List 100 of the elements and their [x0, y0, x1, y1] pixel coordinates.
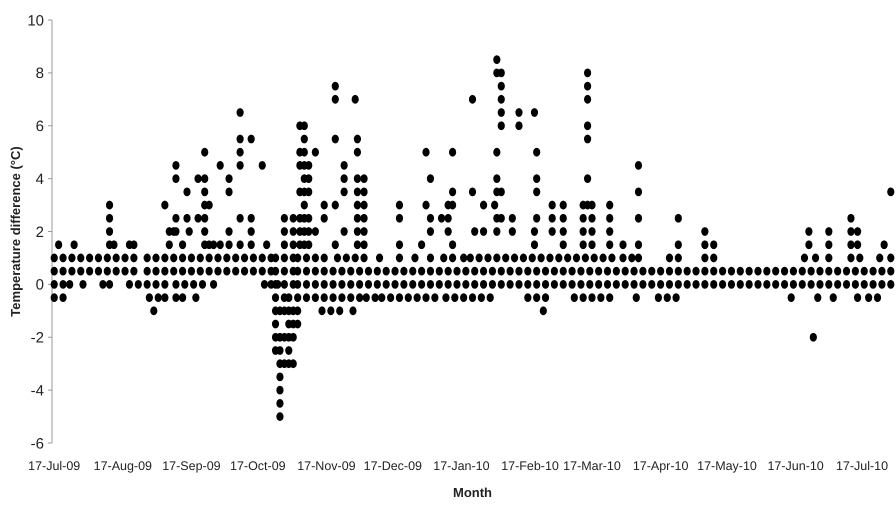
- point: [144, 254, 151, 262]
- point: [354, 227, 362, 236]
- point: [216, 161, 224, 170]
- point: [146, 293, 153, 302]
- point: [280, 254, 288, 262]
- point: [201, 214, 208, 223]
- point: [161, 280, 168, 289]
- point: [460, 254, 468, 262]
- point: [104, 254, 111, 262]
- point: [372, 293, 379, 302]
- point: [236, 214, 244, 223]
- y-tick-label: 4: [36, 170, 44, 188]
- point: [86, 254, 94, 262]
- point: [352, 94, 359, 104]
- point: [701, 227, 708, 236]
- point: [440, 254, 448, 262]
- point: [466, 254, 474, 262]
- point: [161, 254, 168, 262]
- point: [94, 266, 102, 276]
- point: [272, 293, 280, 302]
- point: [290, 240, 297, 250]
- point: [710, 240, 718, 250]
- point: [198, 280, 206, 289]
- point: [619, 254, 627, 262]
- point: [248, 214, 255, 223]
- point: [248, 134, 255, 144]
- point: [484, 254, 492, 262]
- point: [225, 174, 233, 184]
- point: [178, 240, 186, 250]
- point: [422, 293, 430, 302]
- point: [248, 240, 255, 250]
- point: [294, 320, 302, 328]
- point: [144, 266, 151, 276]
- point: [874, 293, 882, 302]
- x-tick-label: 17-Jul-09: [28, 459, 80, 473]
- point: [94, 254, 102, 262]
- point: [178, 266, 186, 276]
- point: [50, 280, 58, 289]
- point: [493, 254, 500, 262]
- x-tick-label: 17-Oct-09: [230, 459, 286, 473]
- point: [340, 187, 348, 196]
- point: [214, 254, 222, 262]
- point: [634, 187, 642, 196]
- point: [672, 293, 680, 302]
- point: [161, 293, 168, 302]
- point: [258, 266, 266, 276]
- point: [347, 293, 354, 302]
- point: [258, 161, 266, 170]
- point: [411, 254, 419, 262]
- point: [404, 293, 412, 302]
- point: [360, 254, 368, 262]
- point: [360, 227, 368, 236]
- point: [68, 266, 76, 276]
- point: [606, 293, 614, 302]
- point: [201, 174, 208, 184]
- point: [290, 227, 297, 236]
- point: [418, 240, 426, 250]
- point: [225, 240, 233, 250]
- point: [542, 293, 550, 302]
- x-tick-label: 17-Jun-10: [767, 459, 824, 473]
- x-tick-label: 17-Mar-10: [563, 459, 621, 473]
- point: [302, 254, 310, 262]
- point: [77, 266, 84, 276]
- point: [354, 134, 362, 144]
- point: [431, 293, 438, 302]
- point: [106, 280, 114, 289]
- point: [546, 254, 554, 262]
- x-tick-label: 17-Apr-10: [632, 459, 688, 473]
- point: [674, 254, 682, 262]
- point: [805, 227, 812, 236]
- point: [178, 254, 186, 262]
- point: [442, 293, 450, 302]
- point: [590, 254, 598, 262]
- point: [50, 266, 58, 276]
- point: [674, 214, 682, 223]
- x-tick-label: 17-Dec-09: [364, 459, 422, 473]
- point: [830, 293, 837, 302]
- point: [854, 293, 862, 302]
- x-tick-label: 17-Feb-10: [501, 459, 559, 473]
- point: [225, 187, 233, 196]
- point: [161, 200, 168, 210]
- point: [538, 254, 545, 262]
- point: [825, 254, 832, 262]
- point: [825, 240, 832, 250]
- point: [130, 266, 138, 276]
- point: [263, 240, 270, 250]
- point: [360, 187, 368, 196]
- point: [710, 254, 718, 262]
- point: [354, 148, 362, 157]
- point: [520, 254, 528, 262]
- point: [865, 293, 872, 302]
- point: [599, 254, 607, 262]
- point: [634, 240, 642, 250]
- point: [121, 266, 129, 276]
- point: [240, 254, 248, 262]
- point: [320, 200, 328, 210]
- point: [300, 200, 308, 210]
- point: [170, 266, 178, 276]
- point: [240, 266, 248, 276]
- point: [597, 293, 604, 302]
